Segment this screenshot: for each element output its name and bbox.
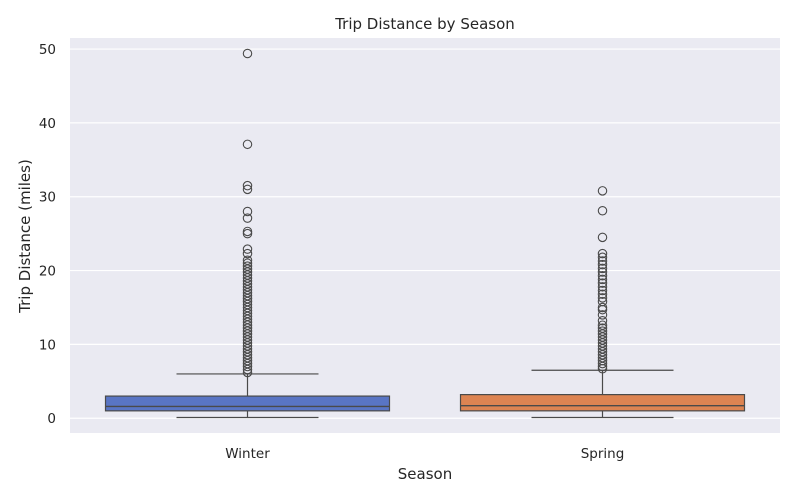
y-tick-label: 50 [39, 42, 56, 58]
x-tick-label: Spring [581, 446, 625, 462]
y-tick-label: 0 [47, 411, 56, 427]
outlier-point [242, 213, 253, 223]
x-axis-label: Season [398, 465, 452, 483]
outlier-point [597, 259, 608, 270]
outlier-point [597, 267, 608, 277]
y-tick-label: 40 [39, 116, 56, 132]
outlier-point [242, 139, 253, 150]
outlier-point [597, 263, 608, 274]
outlier-point [597, 293, 608, 303]
box-group-spring [459, 186, 746, 419]
outlier-point [242, 361, 253, 372]
outlier-point [597, 278, 608, 288]
iqr-box [104, 395, 391, 412]
outlier-point [242, 206, 253, 217]
tick-labels: 0 10 20 30 40 50 Winter Spring [39, 42, 624, 462]
outlier-point [242, 48, 253, 59]
outlier-point [597, 282, 608, 292]
outlier-point [597, 274, 608, 285]
x-tick-label: Winter [225, 446, 270, 462]
y-tick-label: 20 [39, 264, 56, 280]
gridlines [70, 48, 780, 419]
outlier-point [597, 289, 608, 299]
iqr-box [459, 394, 746, 412]
outlier-point [597, 256, 608, 266]
box-group-winter [104, 48, 391, 419]
outlier-point [597, 186, 608, 196]
outlier-point [597, 252, 608, 263]
outlier-point [242, 184, 253, 195]
outlier-point [597, 248, 608, 259]
outlier-point [242, 248, 253, 259]
y-tick-label: 10 [39, 337, 56, 353]
outlier-point [242, 228, 253, 239]
outlier-point [242, 367, 253, 378]
outlier-point [242, 180, 253, 191]
chart-title: Trip Distance by Season [334, 15, 515, 33]
outlier-point [597, 364, 608, 374]
outlier-point [597, 270, 608, 281]
outlier-point [597, 310, 608, 320]
outlier-point [242, 244, 253, 254]
plot-background [70, 38, 780, 433]
outlier-point [597, 206, 608, 216]
y-tick-label: 30 [39, 190, 56, 206]
outlier-point [597, 285, 608, 296]
outlier-point [242, 364, 253, 375]
box-groups [104, 48, 746, 419]
outlier-point [597, 316, 608, 326]
outlier-point [597, 304, 608, 315]
outlier-point [597, 358, 608, 369]
y-axis-label: Trip Distance (miles) [16, 159, 34, 314]
outlier-point [597, 232, 608, 243]
